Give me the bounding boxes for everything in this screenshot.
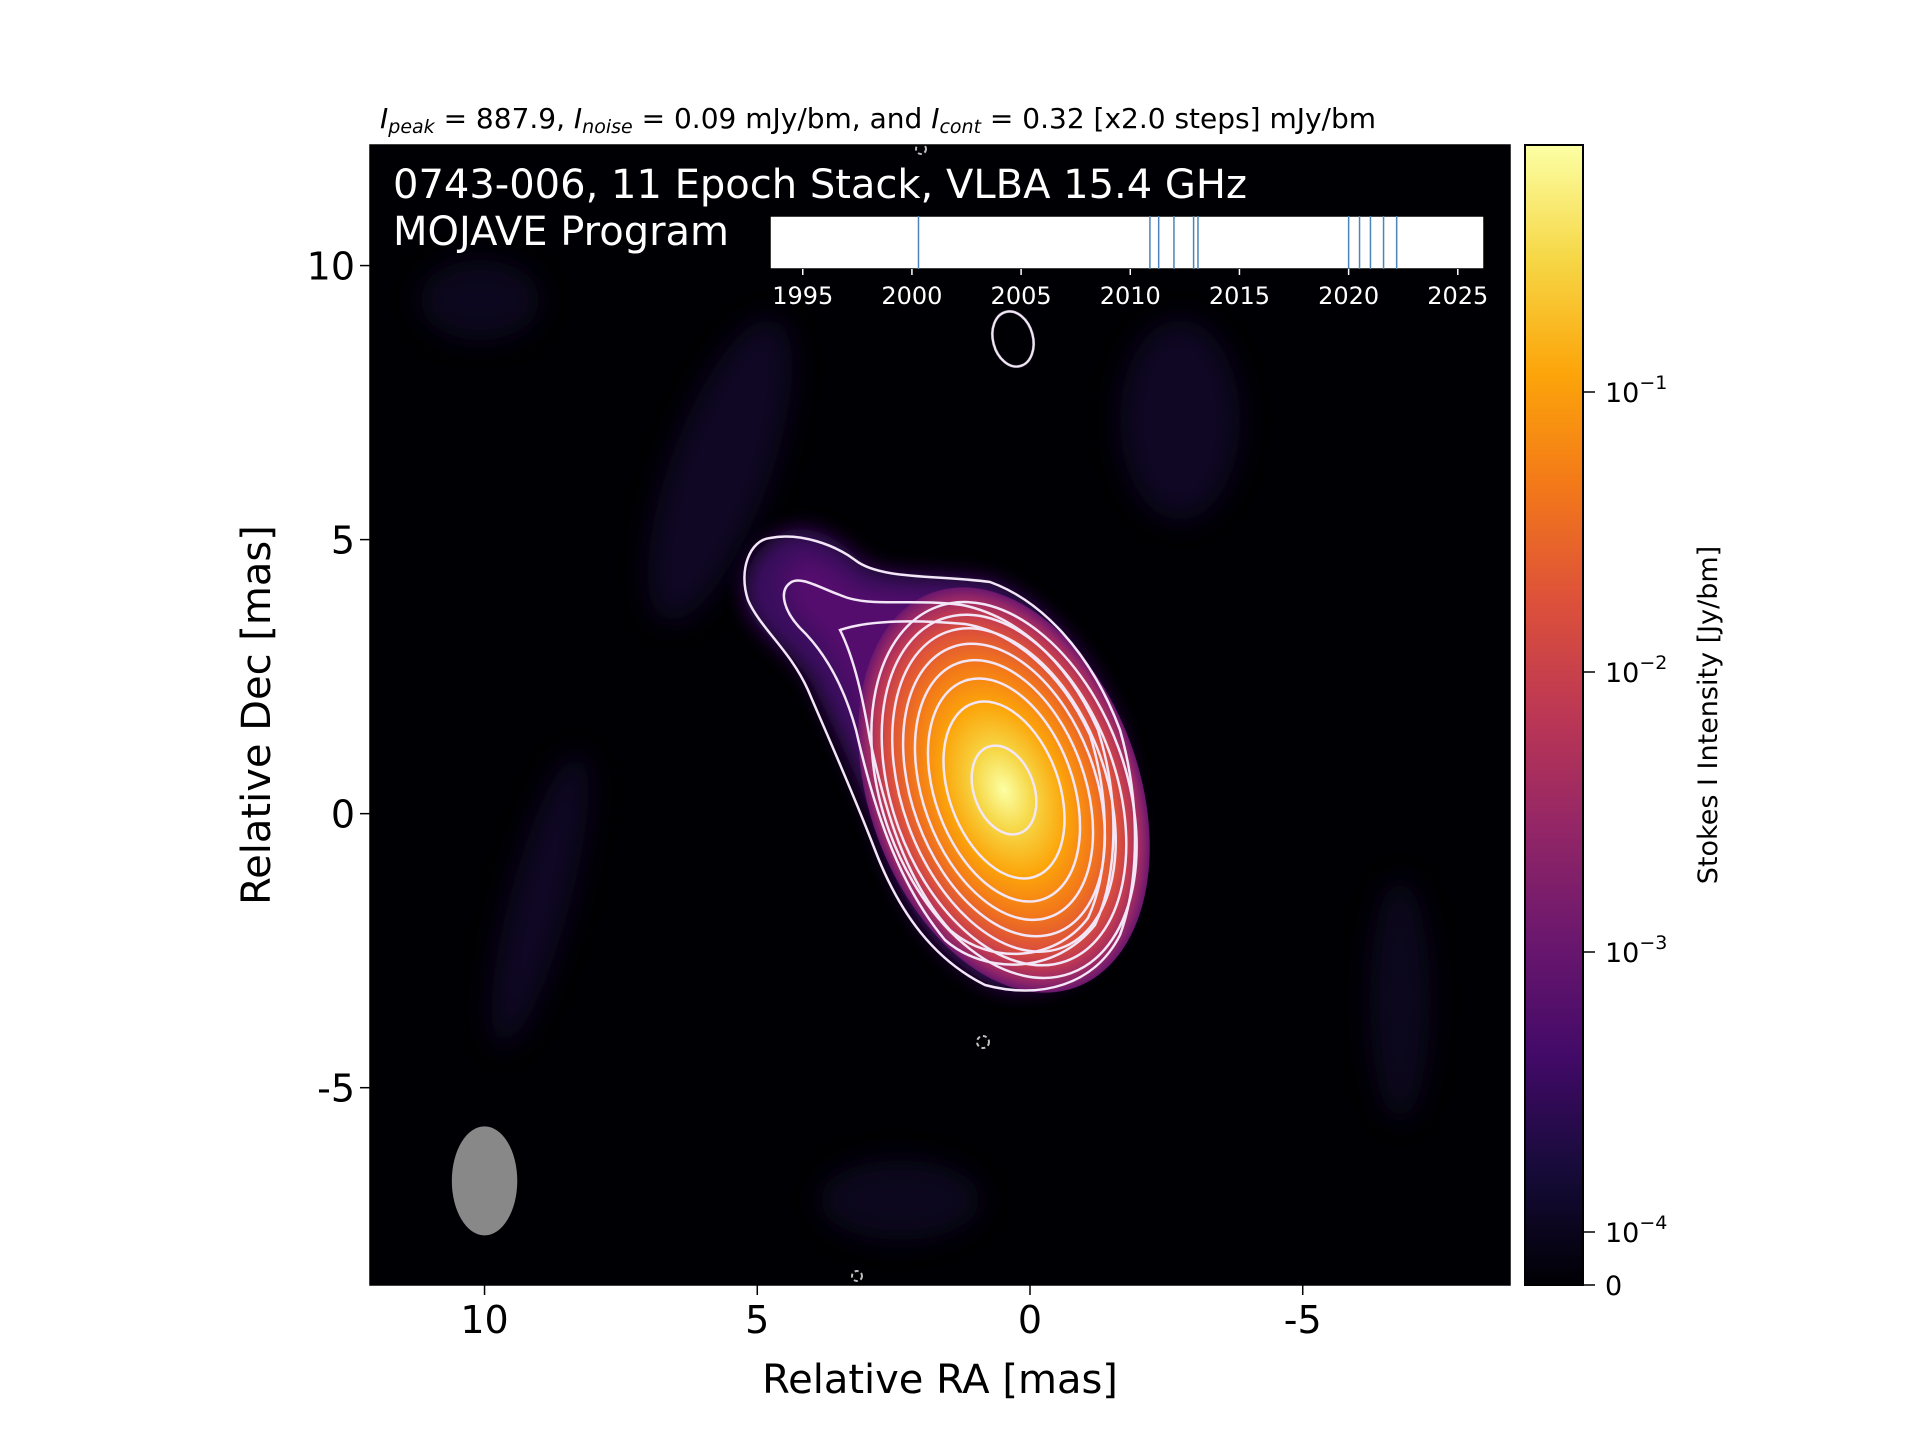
epoch-tick-label: 2025 <box>1427 282 1488 310</box>
colorbar-tick-label: 10−3 <box>1605 932 1667 969</box>
chart-title: Ipeak = 887.9, Inoise = 0.09 mJy/bm, and… <box>380 102 1376 138</box>
contour-blob-north <box>991 310 1035 368</box>
x-tick-label: -5 <box>1284 1298 1322 1342</box>
colorbar-gradient <box>1524 144 1584 1286</box>
colorbar-tick-label: 10−2 <box>1605 652 1667 689</box>
x-axis-ticks: 10 5 0 -5 <box>460 1285 1322 1342</box>
epoch-tick-label: 2015 <box>1209 282 1270 310</box>
program-label: MOJAVE Program <box>393 209 729 255</box>
colorbar-tick-label: 10−4 <box>1605 1212 1667 1249</box>
y-axis-ticks: 10 5 0 -5 <box>307 245 370 1111</box>
epoch-ticks: 1995 2000 2005 2010 2015 2020 2025 <box>772 269 1488 310</box>
y-tick-label: -5 <box>317 1067 355 1111</box>
emission-map <box>420 145 1430 1282</box>
epoch-tick-label: 2000 <box>881 282 942 310</box>
colorbar: 10−1 10−2 10−3 10−4 0 Stokes I Intensity [Jy… <box>1524 144 1724 1302</box>
x-tick-label: 0 <box>1018 1298 1042 1342</box>
x-tick-label: 10 <box>460 1298 508 1342</box>
colorbar-tick-label: 10−1 <box>1605 372 1667 409</box>
epoch-tick-label: 2010 <box>1100 282 1161 310</box>
contour-outer <box>743 535 1137 992</box>
image-frame <box>369 144 1511 1286</box>
contours <box>743 310 1138 992</box>
epoch-tick-label: 2020 <box>1318 282 1379 310</box>
contour-2 <box>782 579 1115 966</box>
epoch-tick-label: 2005 <box>991 282 1052 310</box>
contour-3 <box>838 620 1106 956</box>
contour-4 <box>870 600 1138 980</box>
x-tick-label: 5 <box>745 1298 769 1342</box>
contour-8 <box>913 658 1095 922</box>
contour-5 <box>880 613 1128 967</box>
colorbar-tick-label: 0 <box>1605 1271 1622 1302</box>
colorbar-label: Stokes I Intensity [Jy/bm] <box>1693 546 1724 884</box>
contour-10 <box>942 700 1066 880</box>
epoch-lines <box>917 216 1398 269</box>
colorbar-ticks: 10−1 10−2 10−3 10−4 0 <box>1583 372 1667 1302</box>
beam-ellipse <box>451 1126 518 1236</box>
contour-7 <box>901 642 1107 938</box>
epoch-timeline-box <box>769 215 1485 270</box>
negative-contours <box>851 145 990 1282</box>
epoch-tick-label: 1995 <box>772 282 833 310</box>
contour-9 <box>926 677 1082 903</box>
contour-6 <box>890 627 1118 953</box>
x-axis-label: Relative RA [mas] <box>762 1357 1118 1403</box>
y-tick-label: 5 <box>331 519 355 563</box>
noise-structures <box>420 260 1430 1240</box>
source-label: 0743-006, 11 Epoch Stack, VLBA 15.4 GHz <box>393 162 1247 208</box>
y-axis-label: Relative Dec [mas] <box>234 525 280 905</box>
epoch-timeline: 1995 2000 2005 2010 2015 2020 2025 <box>769 215 1488 310</box>
y-tick-label: 10 <box>307 245 355 289</box>
contour-11 <box>970 744 1038 836</box>
y-tick-label: 0 <box>331 793 355 837</box>
